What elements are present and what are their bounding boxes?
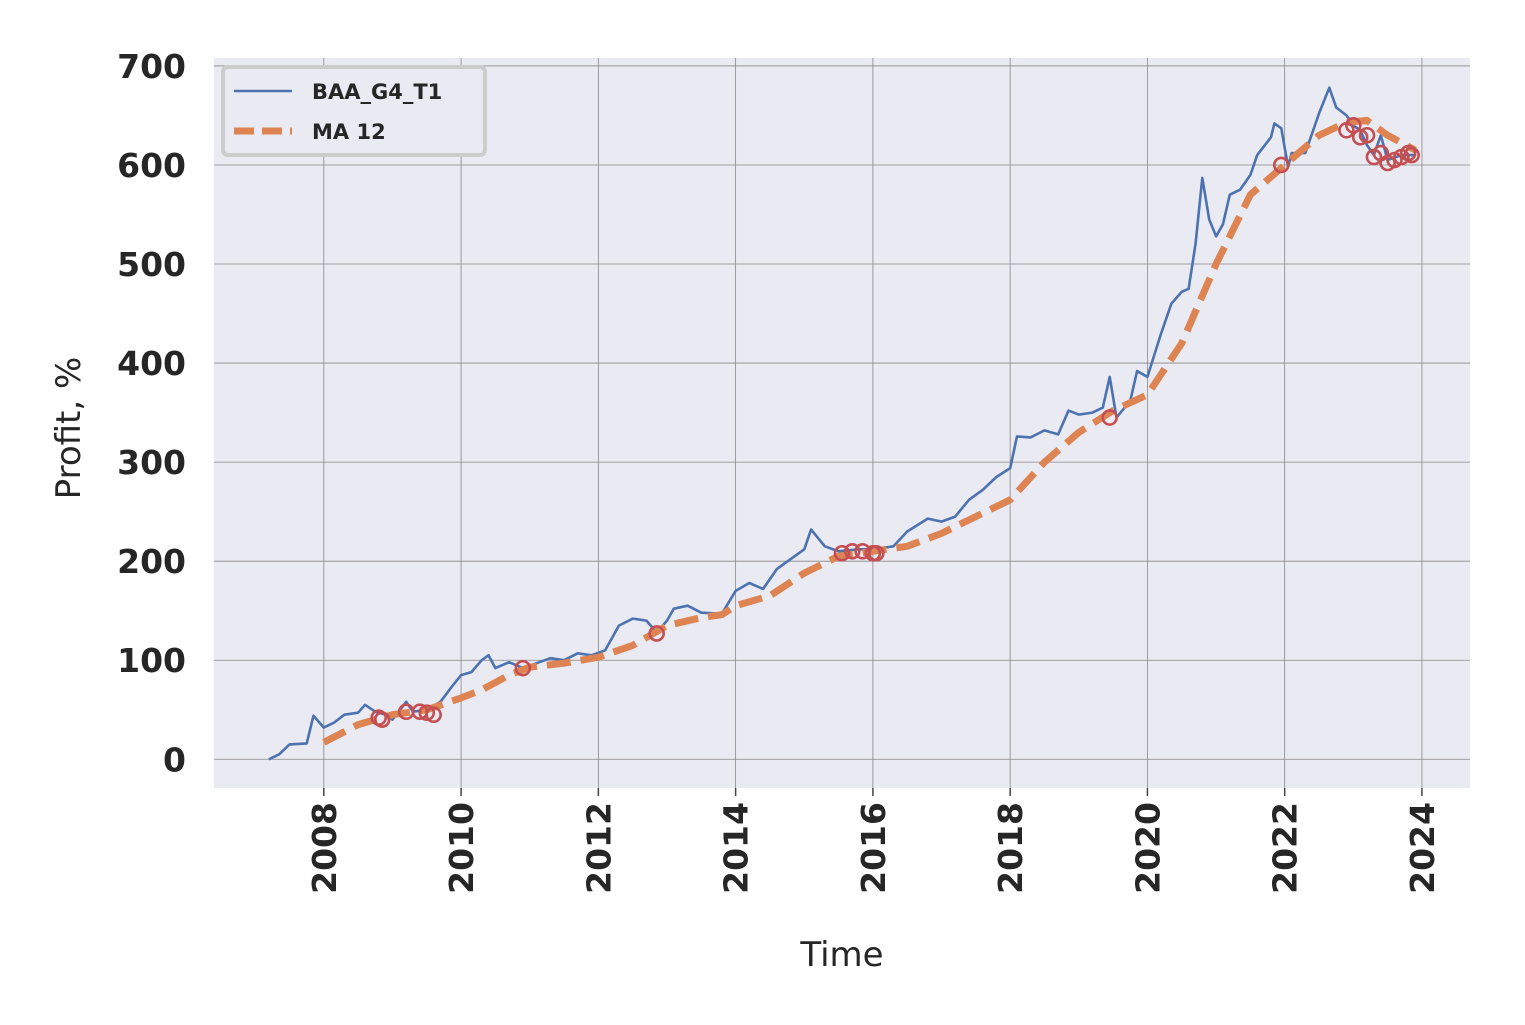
y-tick-label: 200 — [117, 542, 186, 581]
plot-area — [214, 58, 1470, 788]
legend-label: BAA_G4_T1 — [312, 80, 442, 104]
y-tick-label: 0 — [163, 740, 186, 779]
x-tick-label: 2024 — [1403, 802, 1442, 894]
x-axis-label: Time — [799, 935, 883, 975]
x-tick-label: 2022 — [1266, 802, 1305, 894]
marker — [1272, 156, 1290, 174]
marker — [373, 711, 391, 728]
marker — [425, 706, 442, 724]
x-tick-label: 2018 — [991, 802, 1030, 894]
series-line — [268, 86, 1416, 761]
marker — [418, 704, 436, 722]
marker — [1403, 146, 1420, 164]
marker — [1351, 128, 1369, 146]
y-tick-label: 300 — [117, 443, 186, 482]
marker — [868, 544, 885, 562]
x-tick-label: 2012 — [579, 802, 618, 894]
legend-box — [221, 65, 487, 157]
y-axis-label: Profit, % — [49, 357, 89, 500]
y-tick-label: 700 — [117, 47, 186, 86]
y-tick-label: 500 — [117, 245, 186, 284]
x-tick-label: 2014 — [717, 802, 756, 894]
legend-label: MA 12 — [312, 120, 386, 144]
y-tick-label: 400 — [117, 344, 186, 383]
marker — [1101, 409, 1118, 426]
x-tick-label: 2010 — [442, 802, 481, 894]
y-tick-label: 600 — [117, 146, 186, 185]
marker — [1358, 126, 1376, 144]
x-tick-label: 2020 — [1128, 802, 1167, 894]
x-tick-label: 2008 — [305, 802, 344, 894]
marker — [514, 659, 532, 677]
marker — [843, 542, 861, 560]
marker — [1345, 117, 1362, 134]
marker — [833, 544, 851, 562]
marker — [648, 625, 665, 642]
x-tick-label: 2016 — [854, 802, 893, 894]
y-tick-label: 100 — [117, 641, 186, 680]
marks — [268, 86, 1420, 761]
series-line — [322, 116, 1417, 746]
legend: BAA_G4_T1 MA 12 — [221, 65, 487, 157]
